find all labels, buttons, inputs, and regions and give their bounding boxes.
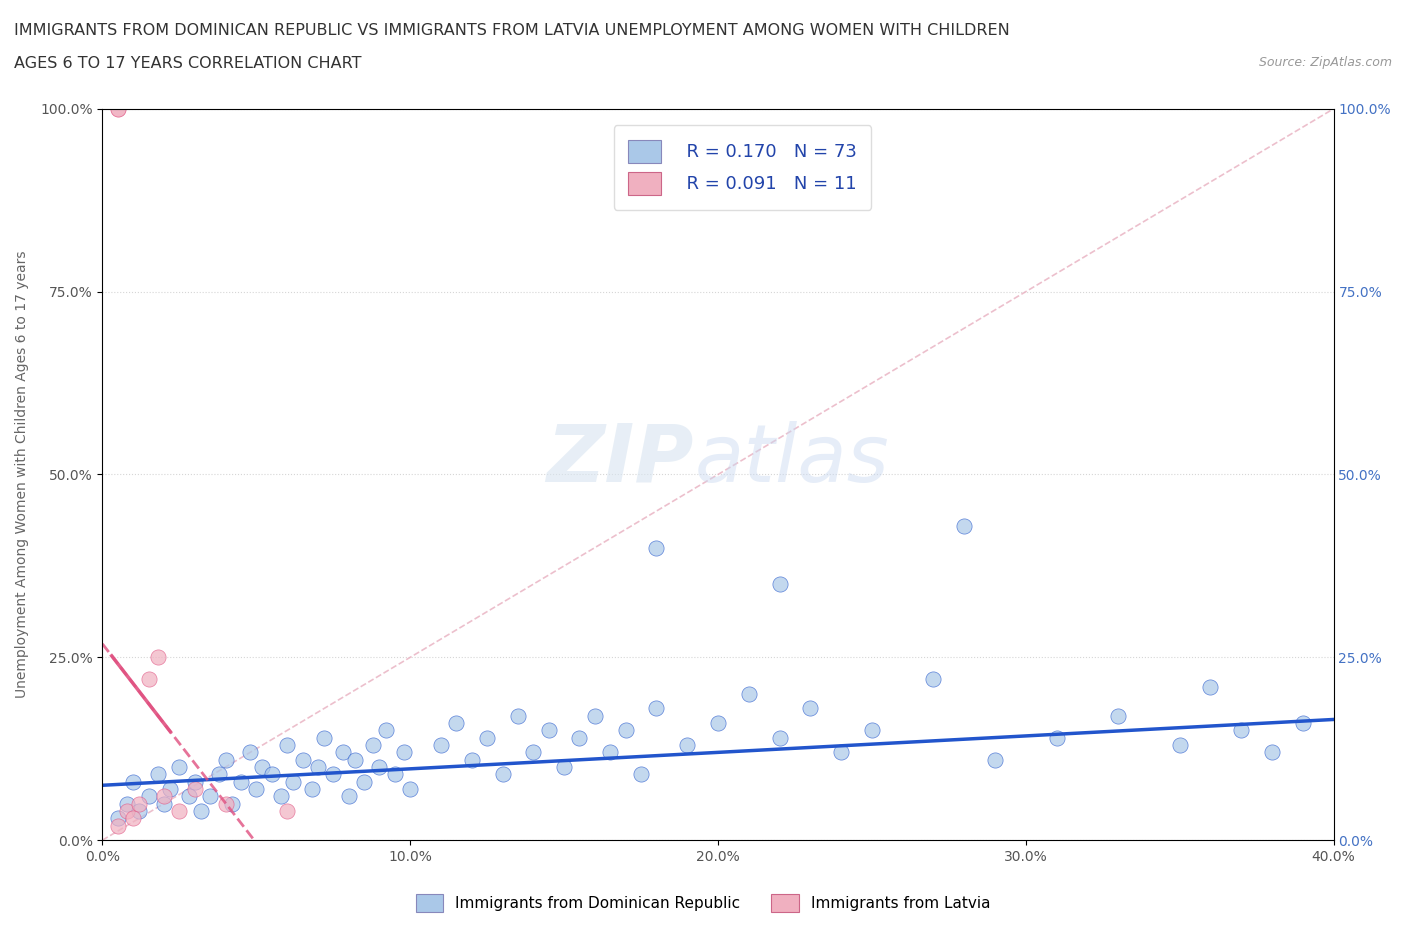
Point [537,723,560,737]
Point [146,650,169,665]
Point [353,774,375,789]
Point [799,701,821,716]
Point [332,745,354,760]
Point [208,767,231,782]
Point [384,767,406,782]
Point [190,804,212,818]
Point [392,745,415,760]
Point [630,767,652,782]
Point [361,737,384,752]
Point [614,723,637,737]
Point [159,781,181,796]
Point [177,789,200,804]
Point [337,789,360,804]
Point [138,789,160,804]
Legend: Immigrants from Dominican Republic, Immigrants from Latvia: Immigrants from Dominican Republic, Immi… [409,888,997,918]
Text: AGES 6 TO 17 YEARS CORRELATION CHART: AGES 6 TO 17 YEARS CORRELATION CHART [14,56,361,71]
Text: atlas: atlas [695,421,889,498]
Point [214,796,236,811]
Point [506,709,529,724]
Point [768,730,790,745]
Point [1292,716,1315,731]
Point [645,701,668,716]
Point [260,767,283,782]
Point [491,767,513,782]
Point [368,760,391,775]
Point [522,745,544,760]
Legend:   R = 0.170   N = 73,   R = 0.091   N = 11: R = 0.170 N = 73, R = 0.091 N = 11 [614,126,872,209]
Point [322,767,344,782]
Point [374,723,396,737]
Point [169,804,191,818]
Point [270,789,292,804]
Point [153,796,176,811]
Point [1045,730,1067,745]
Point [146,767,169,782]
Point [122,811,145,826]
Point [107,101,129,116]
Point [430,737,453,752]
Point [138,671,160,686]
Point [1168,737,1191,752]
Point [214,752,236,767]
Point [122,774,145,789]
Point [115,804,138,818]
Point [1230,723,1253,737]
Point [475,730,498,745]
Point [568,730,591,745]
Point [312,730,335,745]
Point [221,796,243,811]
Point [291,752,314,767]
Point [707,716,730,731]
Point [115,796,138,811]
Point [922,671,945,686]
Point [276,804,298,818]
Point [1199,679,1222,694]
Point [301,781,323,796]
Point [252,760,274,775]
Point [553,760,575,775]
Point [128,796,150,811]
Point [446,716,468,731]
Point [107,811,129,826]
Point [343,752,366,767]
Point [860,723,883,737]
Point [461,752,484,767]
Point [953,518,976,533]
Text: Source: ZipAtlas.com: Source: ZipAtlas.com [1258,56,1392,69]
Point [830,745,852,760]
Point [676,737,699,752]
Point [583,709,606,724]
Point [107,818,129,833]
Text: IMMIGRANTS FROM DOMINICAN REPUBLIC VS IMMIGRANTS FROM LATVIA UNEMPLOYMENT AMONG : IMMIGRANTS FROM DOMINICAN REPUBLIC VS IM… [14,23,1010,38]
Point [1107,709,1129,724]
Point [645,540,668,555]
Point [239,745,262,760]
Point [198,789,221,804]
Text: ZIP: ZIP [546,421,693,498]
Point [184,781,207,796]
Point [283,774,305,789]
Point [245,781,267,796]
Point [599,745,621,760]
Point [128,804,150,818]
Point [399,781,422,796]
Point [307,760,329,775]
Point [276,737,298,752]
Point [184,774,207,789]
Point [169,760,191,775]
Point [768,577,790,591]
Point [1261,745,1284,760]
Point [153,789,176,804]
Point [738,686,761,701]
Point [984,752,1007,767]
Point [229,774,252,789]
Y-axis label: Unemployment Among Women with Children Ages 6 to 17 years: Unemployment Among Women with Children A… [15,251,30,698]
